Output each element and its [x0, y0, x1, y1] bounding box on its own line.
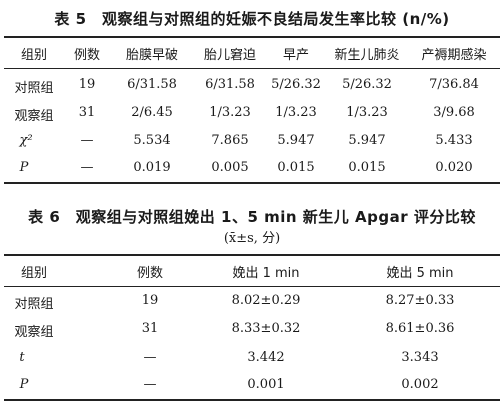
table5-header-preterm: 早产: [282, 48, 310, 63]
table5-header-group: 组别: [20, 48, 48, 63]
table5-cell: χ²: [19, 133, 33, 148]
table6-header-group: 组别: [20, 266, 48, 281]
table5-cell: 5.947: [348, 133, 386, 148]
table5-bottom-rule: [4, 182, 500, 184]
table5-cell: 31: [78, 105, 96, 120]
table6-subtitle: (x̄±s, 分): [223, 231, 281, 246]
table5-top-rule: [4, 36, 500, 38]
table6-cell: 3.442: [247, 350, 285, 365]
table5-cell: 0.015: [277, 160, 315, 175]
table5-cell: P: [19, 160, 29, 175]
table5-cell: —: [80, 160, 94, 175]
table5-cell: 5/26.32: [342, 77, 392, 92]
table5-cell: 1/3.23: [346, 105, 388, 120]
table5-header-count: 例数: [73, 48, 101, 63]
table5-cell: 1/3.23: [209, 105, 251, 120]
table5-cell: 观察组: [14, 109, 54, 124]
table5-cell: 1/3.23: [275, 105, 317, 120]
table6-cell: 31: [141, 321, 159, 336]
table5-cell: 5.534: [133, 133, 171, 148]
table5-cell: 6/31.58: [205, 77, 255, 92]
table5-cell: 0.020: [435, 160, 473, 175]
table5-header-pneumonia: 新生儿肺炎: [334, 48, 400, 63]
table6-cell: t: [19, 350, 25, 365]
table6-cell: 3.343: [401, 350, 439, 365]
table5-cell: 0.019: [133, 160, 171, 175]
table5-cell: 对照组: [14, 81, 54, 96]
table6-cell: 8.33±0.32: [231, 321, 301, 336]
table5-cell: 19: [78, 77, 96, 92]
table5-cell: 6/31.58: [127, 77, 177, 92]
table5-cell: 2/6.45: [131, 105, 173, 120]
table6-mid-rule: [4, 286, 500, 287]
table6-title: 表 6 观察组与对照组娩出 1、5 min 新生儿 Apgar 评分比较: [28, 208, 476, 226]
table6-cell: 8.02±0.29: [231, 293, 301, 308]
table6-cell: 对照组: [14, 297, 54, 312]
table5-cell: 7/36.84: [429, 77, 479, 92]
table6-cell: P: [19, 377, 29, 392]
table6-cell: 8.61±0.36: [385, 321, 455, 336]
table6-header-count: 例数: [136, 266, 164, 281]
table6-cell: 0.001: [247, 377, 285, 392]
table5-header-distress: 胎儿窘迫: [203, 48, 257, 63]
table6-top-rule: [4, 254, 500, 256]
table5-cell: 3/9.68: [433, 105, 475, 120]
table5-cell: 5.947: [277, 133, 315, 148]
table6-cell: —: [143, 377, 157, 392]
table5-header-infection: 产褥期感染: [421, 48, 487, 63]
table5-cell: 0.005: [211, 160, 249, 175]
table5-cell: 5/26.32: [271, 77, 321, 92]
table5-cell: 5.433: [435, 133, 473, 148]
table5-cell: 7.865: [211, 133, 249, 148]
table6-cell: 19: [141, 293, 159, 308]
table5-mid-rule: [4, 68, 500, 69]
table5-cell: —: [80, 133, 94, 148]
table6-cell: 0.002: [401, 377, 439, 392]
table6-header-5min: 娩出 5 min: [386, 266, 454, 281]
table5-header-prom: 胎膜早破: [125, 48, 179, 63]
table6-bottom-rule: [4, 399, 500, 401]
table6-cell: 8.27±0.33: [385, 293, 455, 308]
table6-cell: 观察组: [14, 325, 54, 340]
table6-header-1min: 娩出 1 min: [232, 266, 300, 281]
table6-cell: —: [143, 350, 157, 365]
table5-title: 表 5 观察组与对照组的妊娠不良结局发生率比较 (n/%): [54, 10, 450, 28]
table5-cell: 0.015: [348, 160, 386, 175]
